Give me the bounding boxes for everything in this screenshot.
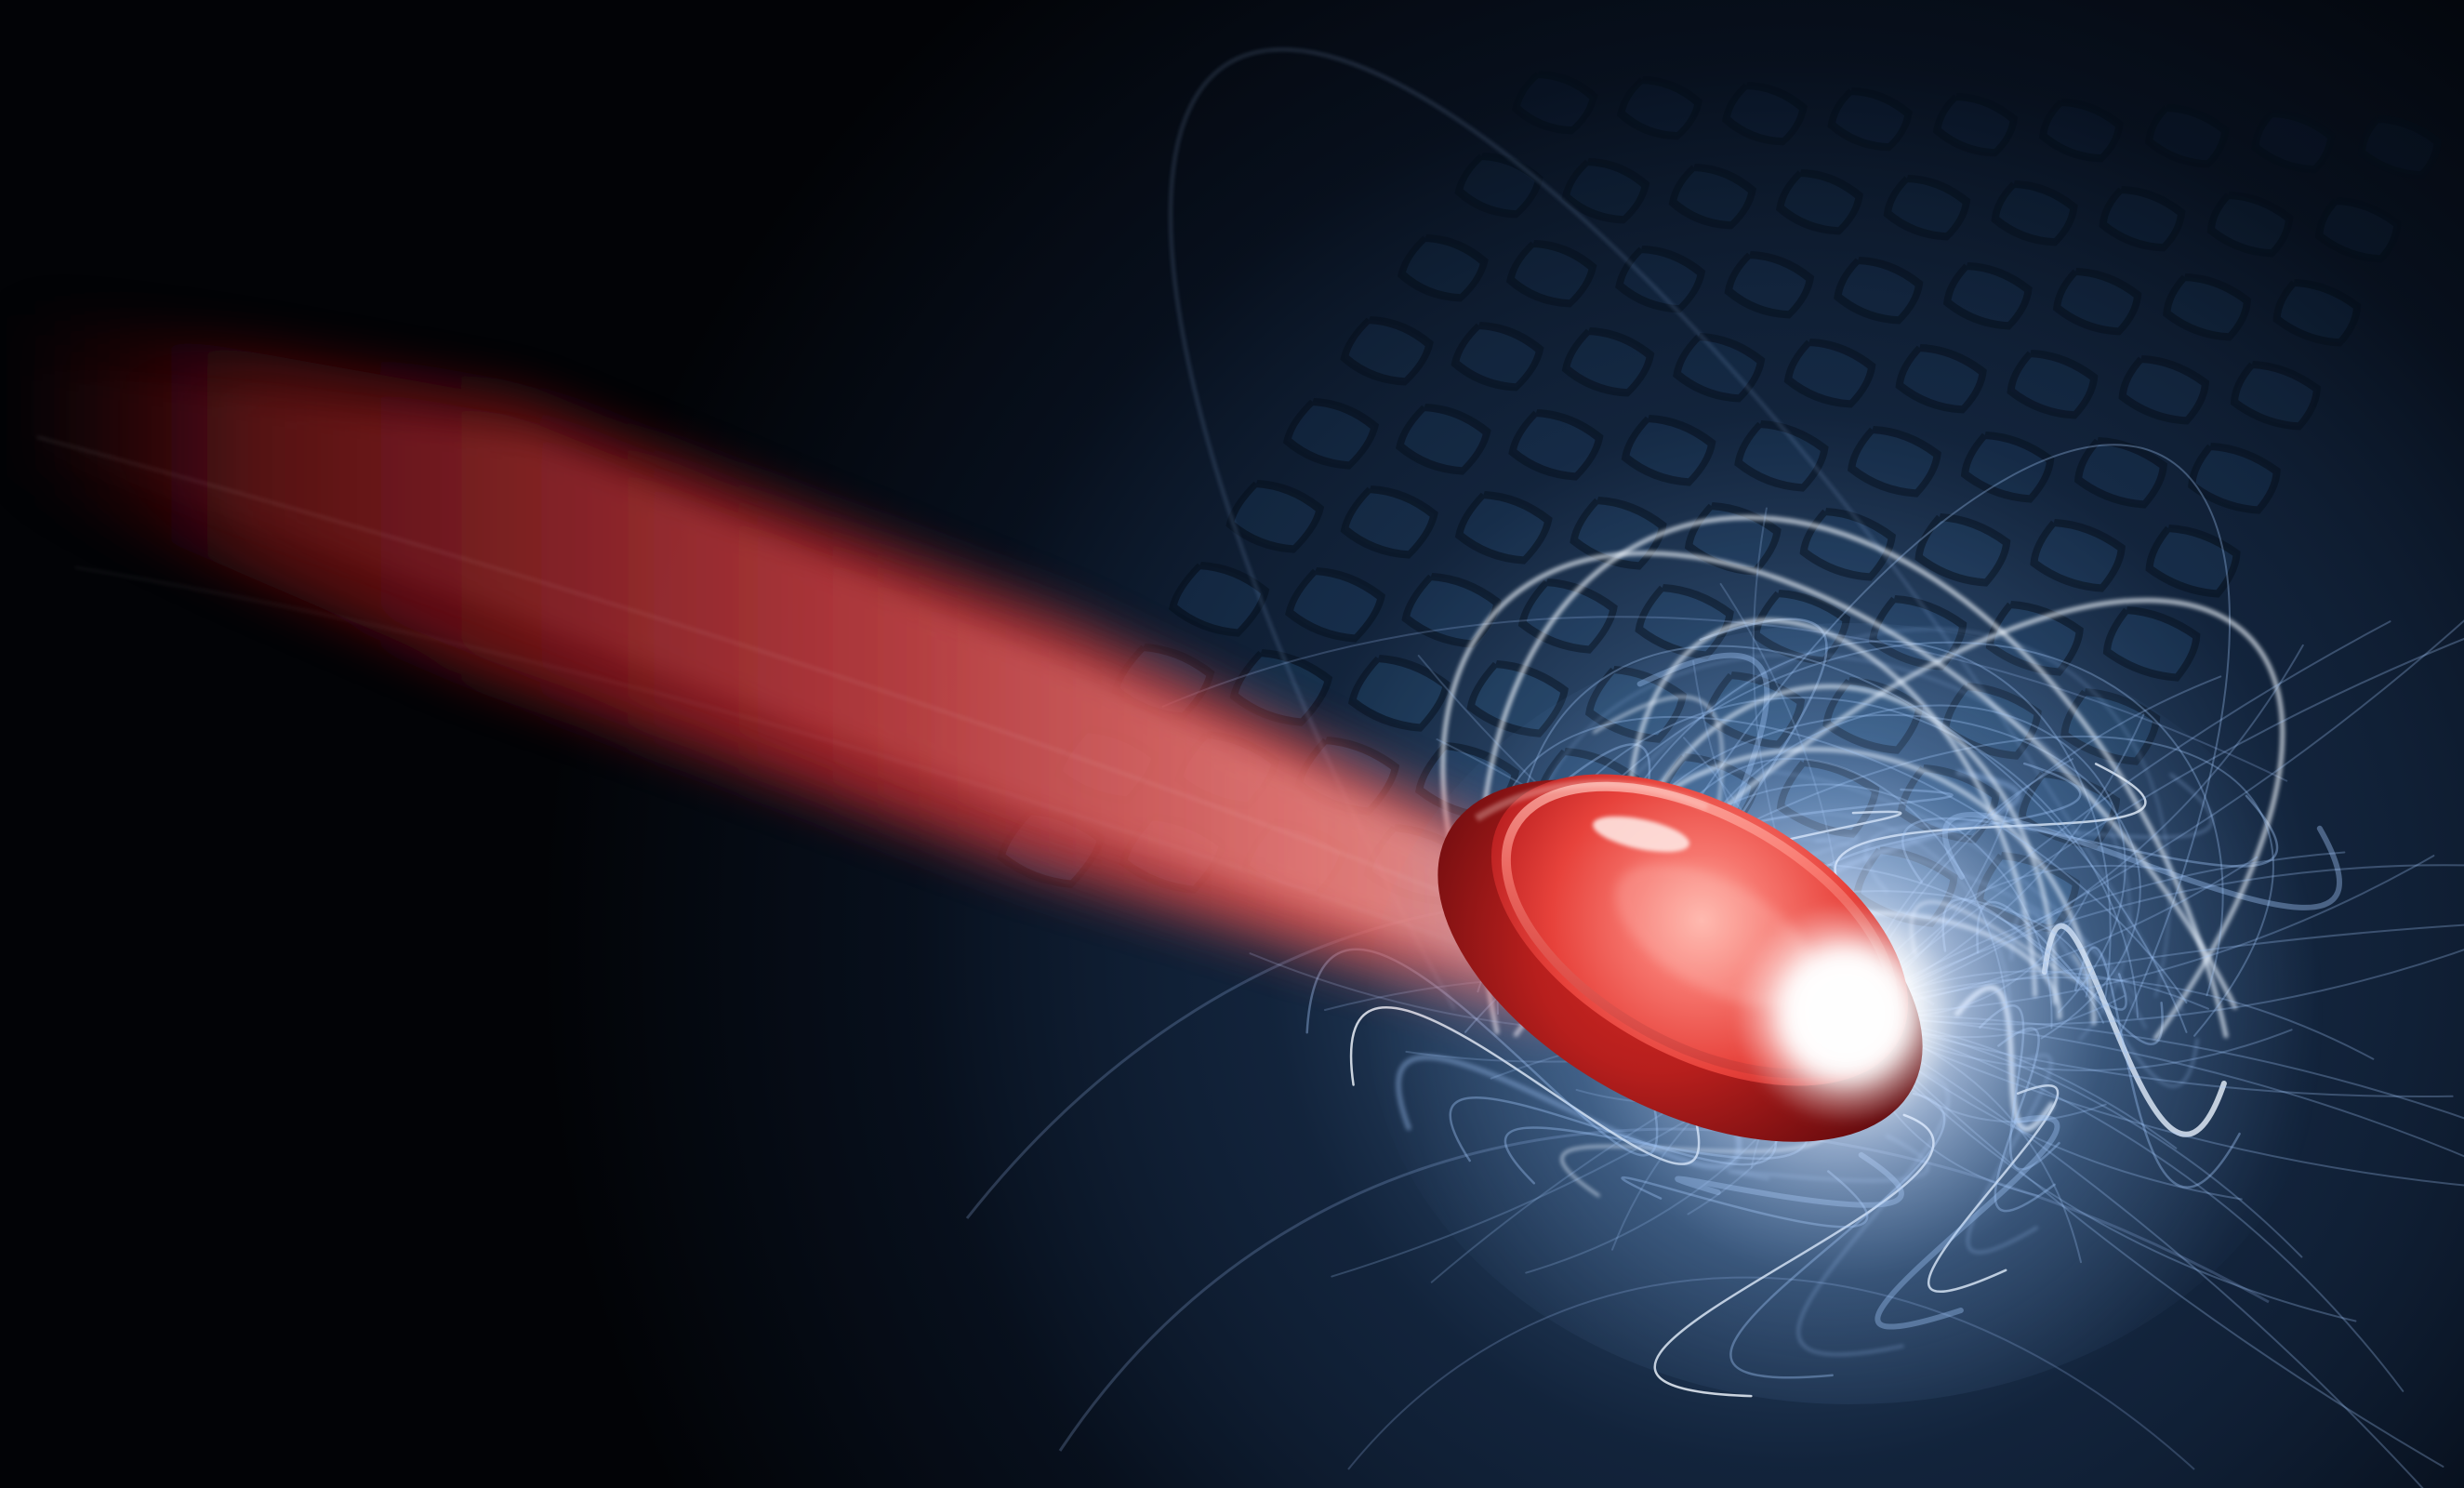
puck-highlight: [1593, 816, 1689, 853]
grid-cell: [1933, 93, 2019, 157]
grid-cell: [1615, 246, 1706, 313]
grid-cell: [2030, 519, 2126, 592]
grid-cell: [2315, 197, 2402, 263]
red-motion-trail: [0, 307, 1590, 1023]
grid-cell: [2099, 186, 2186, 252]
grid-cell: [1621, 415, 1716, 486]
grid-cell: [2038, 99, 2124, 163]
grid-cell: [1673, 333, 1766, 403]
grid-cell: [1570, 497, 1667, 570]
grid-cell: [1942, 262, 2033, 330]
grid-cell: [1348, 655, 1451, 732]
grid-cell: [1340, 316, 1434, 386]
grid-cell: [1834, 257, 1924, 325]
grid-cell: [1451, 322, 1544, 392]
grid-cell: [2163, 273, 2252, 341]
grid-cell: [1282, 398, 1379, 470]
grid-cell: [2145, 525, 2241, 598]
grid-cell: [1883, 175, 1971, 241]
grid-cell: [1722, 82, 1808, 146]
puck-edge-highlight: [1474, 779, 1709, 822]
grid-cell: [1229, 649, 1333, 726]
grid-cell: [1561, 158, 1650, 224]
grid-cell: [1734, 420, 1829, 492]
grid-cell: [1285, 567, 1385, 643]
grid-cell: [1505, 240, 1597, 308]
grid-cell: [2118, 355, 2210, 425]
grid-cell: [2230, 361, 2321, 431]
grid-cell: [1960, 432, 2055, 503]
grid-cell: [1225, 480, 1325, 553]
grid-cell: [2357, 115, 2442, 179]
grid-cell: [1776, 169, 1864, 235]
grid-cell: [2073, 437, 2167, 509]
grid-cell: [1396, 404, 1491, 475]
grid-cell: [1454, 491, 1553, 565]
grid-cell: [2145, 104, 2230, 168]
grid-cell: [1783, 339, 1876, 408]
grid-cell: [1914, 513, 2011, 587]
grid-cell: [1991, 180, 2078, 246]
grid-cell: [1512, 71, 1598, 135]
grid-cell: [1724, 251, 1815, 319]
grid-cell: [2272, 279, 2362, 347]
grid-cell: [2206, 192, 2294, 258]
grid-cell: [1848, 426, 1941, 498]
grid-cell: [1895, 344, 1987, 414]
grid-cell: [1340, 485, 1438, 559]
grid-cell: [2007, 350, 2099, 419]
grid-cell: [2102, 606, 2201, 682]
energy-swirl: [1170, 48, 2184, 1014]
grid-cell: [1168, 562, 1270, 637]
grid-cell: [2052, 268, 2142, 336]
grid-cell: [1508, 409, 1604, 481]
grid-cell: [1561, 327, 1655, 397]
grid-cell: [2188, 443, 2281, 514]
grid-cell: [1668, 164, 1757, 230]
grid-cell: [1397, 234, 1489, 302]
grid-cell: [2251, 110, 2336, 174]
impact-core: [1781, 949, 1911, 1079]
grid-cell: [1827, 87, 1913, 152]
grid-cell: [1616, 76, 1703, 140]
